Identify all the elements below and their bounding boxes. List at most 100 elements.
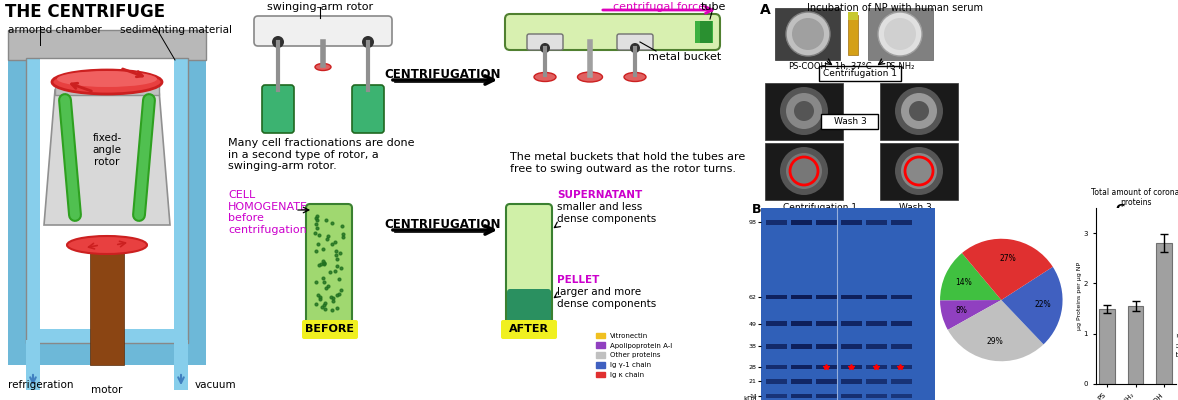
Text: The metal buckets that hold the tubes are
free to swing outward as the rotor tur: The metal buckets that hold the tubes ar… bbox=[510, 152, 746, 174]
Bar bbox=[1099, 308, 1114, 384]
Text: SUPERNATANT: SUPERNATANT bbox=[557, 190, 642, 200]
Wedge shape bbox=[774, 289, 835, 300]
Text: refrigeration: refrigeration bbox=[8, 380, 73, 390]
Ellipse shape bbox=[67, 236, 147, 254]
Bar bbox=[100, 79, 114, 85]
Text: 22%: 22% bbox=[1034, 300, 1051, 310]
Circle shape bbox=[780, 147, 828, 195]
Text: motor: motor bbox=[92, 385, 123, 395]
Text: Wash 3: Wash 3 bbox=[899, 203, 932, 212]
Bar bbox=[816, 294, 836, 299]
Bar bbox=[766, 365, 787, 369]
Bar bbox=[90, 245, 124, 365]
Bar bbox=[880, 143, 958, 200]
FancyBboxPatch shape bbox=[819, 66, 901, 81]
FancyBboxPatch shape bbox=[254, 16, 392, 46]
Bar bbox=[766, 379, 787, 384]
Text: tube: tube bbox=[700, 2, 726, 12]
Circle shape bbox=[901, 153, 937, 189]
Wedge shape bbox=[962, 239, 1053, 300]
Bar bbox=[26, 58, 188, 343]
Text: centrifugal force: centrifugal force bbox=[613, 2, 706, 12]
Ellipse shape bbox=[57, 71, 157, 87]
Bar bbox=[866, 220, 887, 225]
Text: fixed-
angle
rotor: fixed- angle rotor bbox=[92, 133, 121, 166]
Text: B: B bbox=[752, 203, 761, 216]
Text: 14%: 14% bbox=[955, 278, 972, 287]
FancyBboxPatch shape bbox=[527, 34, 563, 50]
Bar bbox=[891, 294, 912, 299]
FancyBboxPatch shape bbox=[821, 114, 878, 129]
Bar bbox=[26, 58, 188, 343]
Bar bbox=[766, 294, 787, 299]
Circle shape bbox=[884, 18, 916, 50]
Bar bbox=[816, 394, 836, 398]
Text: 1h, 37°C: 1h, 37°C bbox=[835, 62, 872, 71]
Text: Wash 3: Wash 3 bbox=[834, 116, 866, 126]
Bar bbox=[1157, 243, 1172, 384]
Bar bbox=[816, 365, 836, 369]
Bar bbox=[790, 220, 812, 225]
Legend: Clusterin, Apolipoprotein A-I, Other proteins, Ig γ-1 chain, Ig κ chain: Clusterin, Apolipoprotein A-I, Other pro… bbox=[1153, 330, 1178, 381]
Wedge shape bbox=[940, 300, 1001, 330]
Bar bbox=[891, 344, 912, 348]
Circle shape bbox=[792, 18, 823, 50]
Bar bbox=[174, 58, 188, 343]
Circle shape bbox=[540, 43, 550, 53]
FancyBboxPatch shape bbox=[617, 34, 653, 50]
Circle shape bbox=[362, 36, 373, 48]
Bar bbox=[174, 340, 188, 365]
Bar bbox=[891, 321, 912, 326]
Wedge shape bbox=[1001, 267, 1063, 344]
Bar bbox=[866, 394, 887, 398]
Bar bbox=[790, 321, 812, 326]
Bar bbox=[891, 394, 912, 398]
Wedge shape bbox=[940, 253, 1001, 300]
Polygon shape bbox=[44, 90, 170, 225]
Bar bbox=[766, 220, 787, 225]
Circle shape bbox=[895, 147, 944, 195]
Wedge shape bbox=[774, 300, 887, 361]
Bar bbox=[841, 394, 862, 398]
Ellipse shape bbox=[315, 64, 331, 70]
Bar bbox=[790, 294, 812, 299]
Circle shape bbox=[786, 12, 830, 56]
Bar bbox=[766, 344, 787, 348]
Bar bbox=[841, 344, 862, 348]
Circle shape bbox=[878, 12, 922, 56]
Circle shape bbox=[794, 101, 814, 121]
Bar bbox=[816, 321, 836, 326]
Wedge shape bbox=[948, 300, 1044, 361]
Text: smaller and less
dense components: smaller and less dense components bbox=[557, 202, 656, 224]
Bar bbox=[790, 365, 812, 369]
Bar bbox=[790, 344, 812, 348]
Text: 11%: 11% bbox=[790, 274, 807, 284]
Text: 41%: 41% bbox=[815, 336, 832, 344]
Bar bbox=[841, 365, 862, 369]
Circle shape bbox=[780, 87, 828, 135]
Bar bbox=[868, 8, 933, 60]
Circle shape bbox=[909, 101, 929, 121]
Bar bbox=[816, 220, 836, 225]
Bar bbox=[816, 379, 836, 384]
Bar bbox=[765, 143, 843, 200]
Text: A: A bbox=[760, 3, 770, 17]
Circle shape bbox=[901, 93, 937, 129]
Circle shape bbox=[786, 93, 822, 129]
Bar bbox=[1127, 306, 1144, 384]
Y-axis label: μg Proteins per μg NP: μg Proteins per μg NP bbox=[1077, 262, 1083, 330]
Text: kDa: kDa bbox=[743, 396, 757, 400]
Bar bbox=[891, 365, 912, 369]
Text: 8%: 8% bbox=[955, 306, 967, 315]
Bar bbox=[891, 379, 912, 384]
Text: CELL
HOMOGENATE
before
centrifugation: CELL HOMOGENATE before centrifugation bbox=[229, 190, 307, 235]
Text: swinging-arm rotor: swinging-arm rotor bbox=[267, 2, 373, 12]
Text: 29%: 29% bbox=[987, 337, 1004, 346]
Text: Centrifugation 1: Centrifugation 1 bbox=[823, 68, 896, 78]
FancyBboxPatch shape bbox=[352, 85, 384, 133]
Text: Centrifugation 1: Centrifugation 1 bbox=[783, 203, 858, 212]
Bar bbox=[866, 294, 887, 299]
Ellipse shape bbox=[52, 70, 163, 94]
Bar bbox=[55, 83, 159, 95]
Text: C: C bbox=[1116, 203, 1124, 216]
